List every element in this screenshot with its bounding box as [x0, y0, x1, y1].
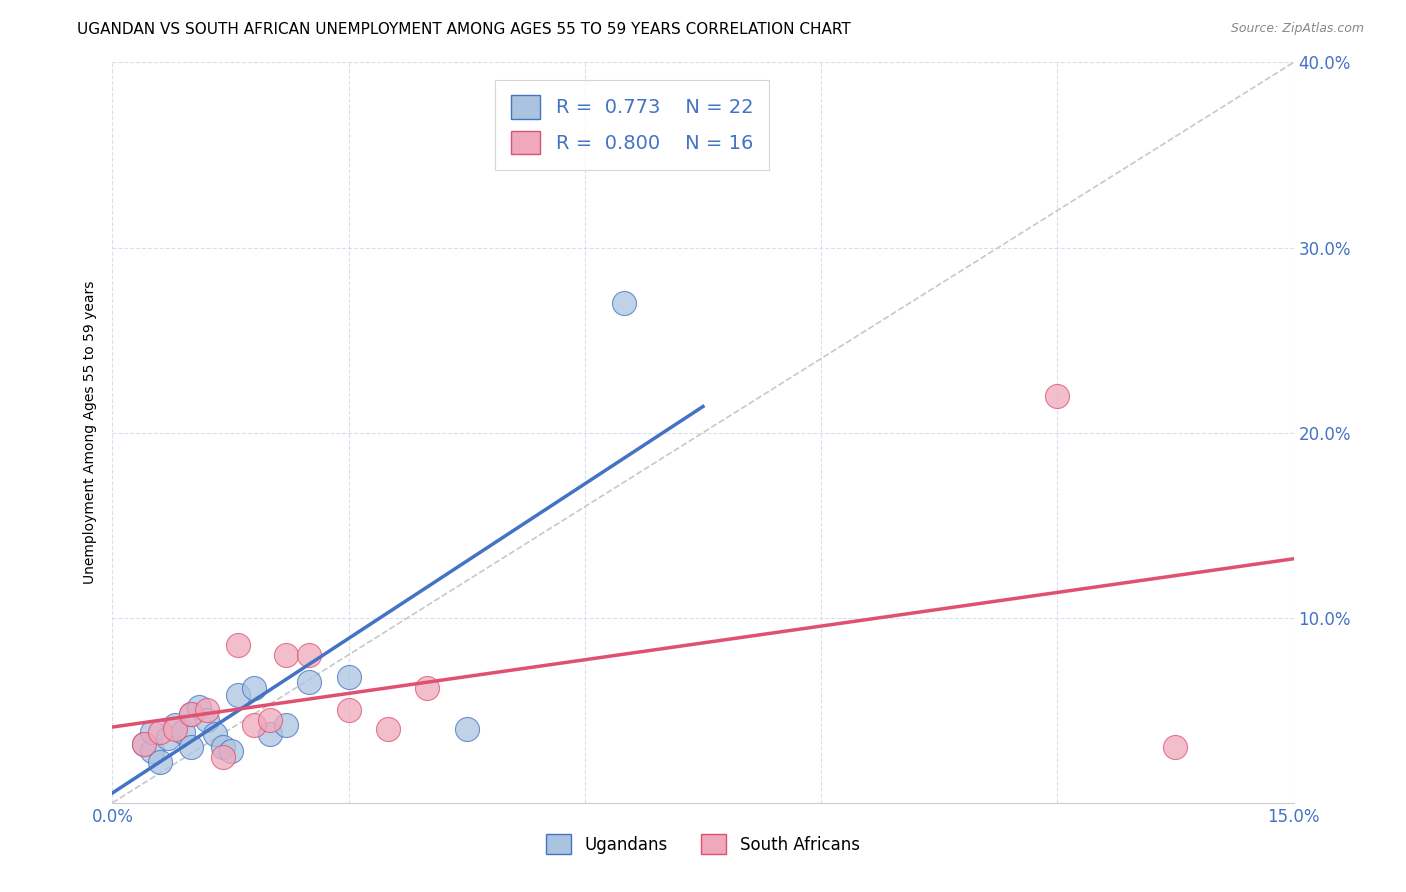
Point: [259, 727, 281, 741]
Point: [141, 725, 163, 739]
Legend: Ugandans, South Africans: Ugandans, South Africans: [540, 828, 866, 861]
Point: [298, 675, 321, 690]
Point: [377, 722, 399, 736]
Point: [149, 755, 172, 769]
Point: [228, 689, 250, 703]
Point: [243, 681, 266, 695]
Point: [219, 744, 242, 758]
Point: [195, 703, 218, 717]
Point: [132, 737, 155, 751]
Point: [141, 744, 163, 758]
Point: [1046, 388, 1069, 402]
Point: [228, 639, 250, 653]
Point: [180, 740, 202, 755]
Y-axis label: Unemployment Among Ages 55 to 59 years: Unemployment Among Ages 55 to 59 years: [83, 281, 97, 584]
Point: [211, 749, 233, 764]
Point: [337, 670, 360, 684]
Point: [298, 648, 321, 662]
Point: [188, 699, 211, 714]
Point: [243, 718, 266, 732]
Point: [172, 725, 194, 739]
Point: [259, 713, 281, 727]
Point: [132, 737, 155, 751]
Point: [180, 706, 202, 721]
Text: Source: ZipAtlas.com: Source: ZipAtlas.com: [1230, 22, 1364, 36]
Point: [337, 703, 360, 717]
Point: [204, 727, 226, 741]
Point: [613, 296, 636, 310]
Point: [165, 722, 187, 736]
Point: [195, 713, 218, 727]
Point: [156, 731, 179, 745]
Point: [274, 718, 297, 732]
Point: [211, 740, 233, 755]
Point: [180, 706, 202, 721]
Text: UGANDAN VS SOUTH AFRICAN UNEMPLOYMENT AMONG AGES 55 TO 59 YEARS CORRELATION CHAR: UGANDAN VS SOUTH AFRICAN UNEMPLOYMENT AM…: [77, 22, 851, 37]
Point: [165, 718, 187, 732]
Point: [274, 648, 297, 662]
Point: [149, 725, 172, 739]
Point: [1164, 740, 1187, 755]
Point: [456, 722, 478, 736]
Point: [416, 681, 439, 695]
